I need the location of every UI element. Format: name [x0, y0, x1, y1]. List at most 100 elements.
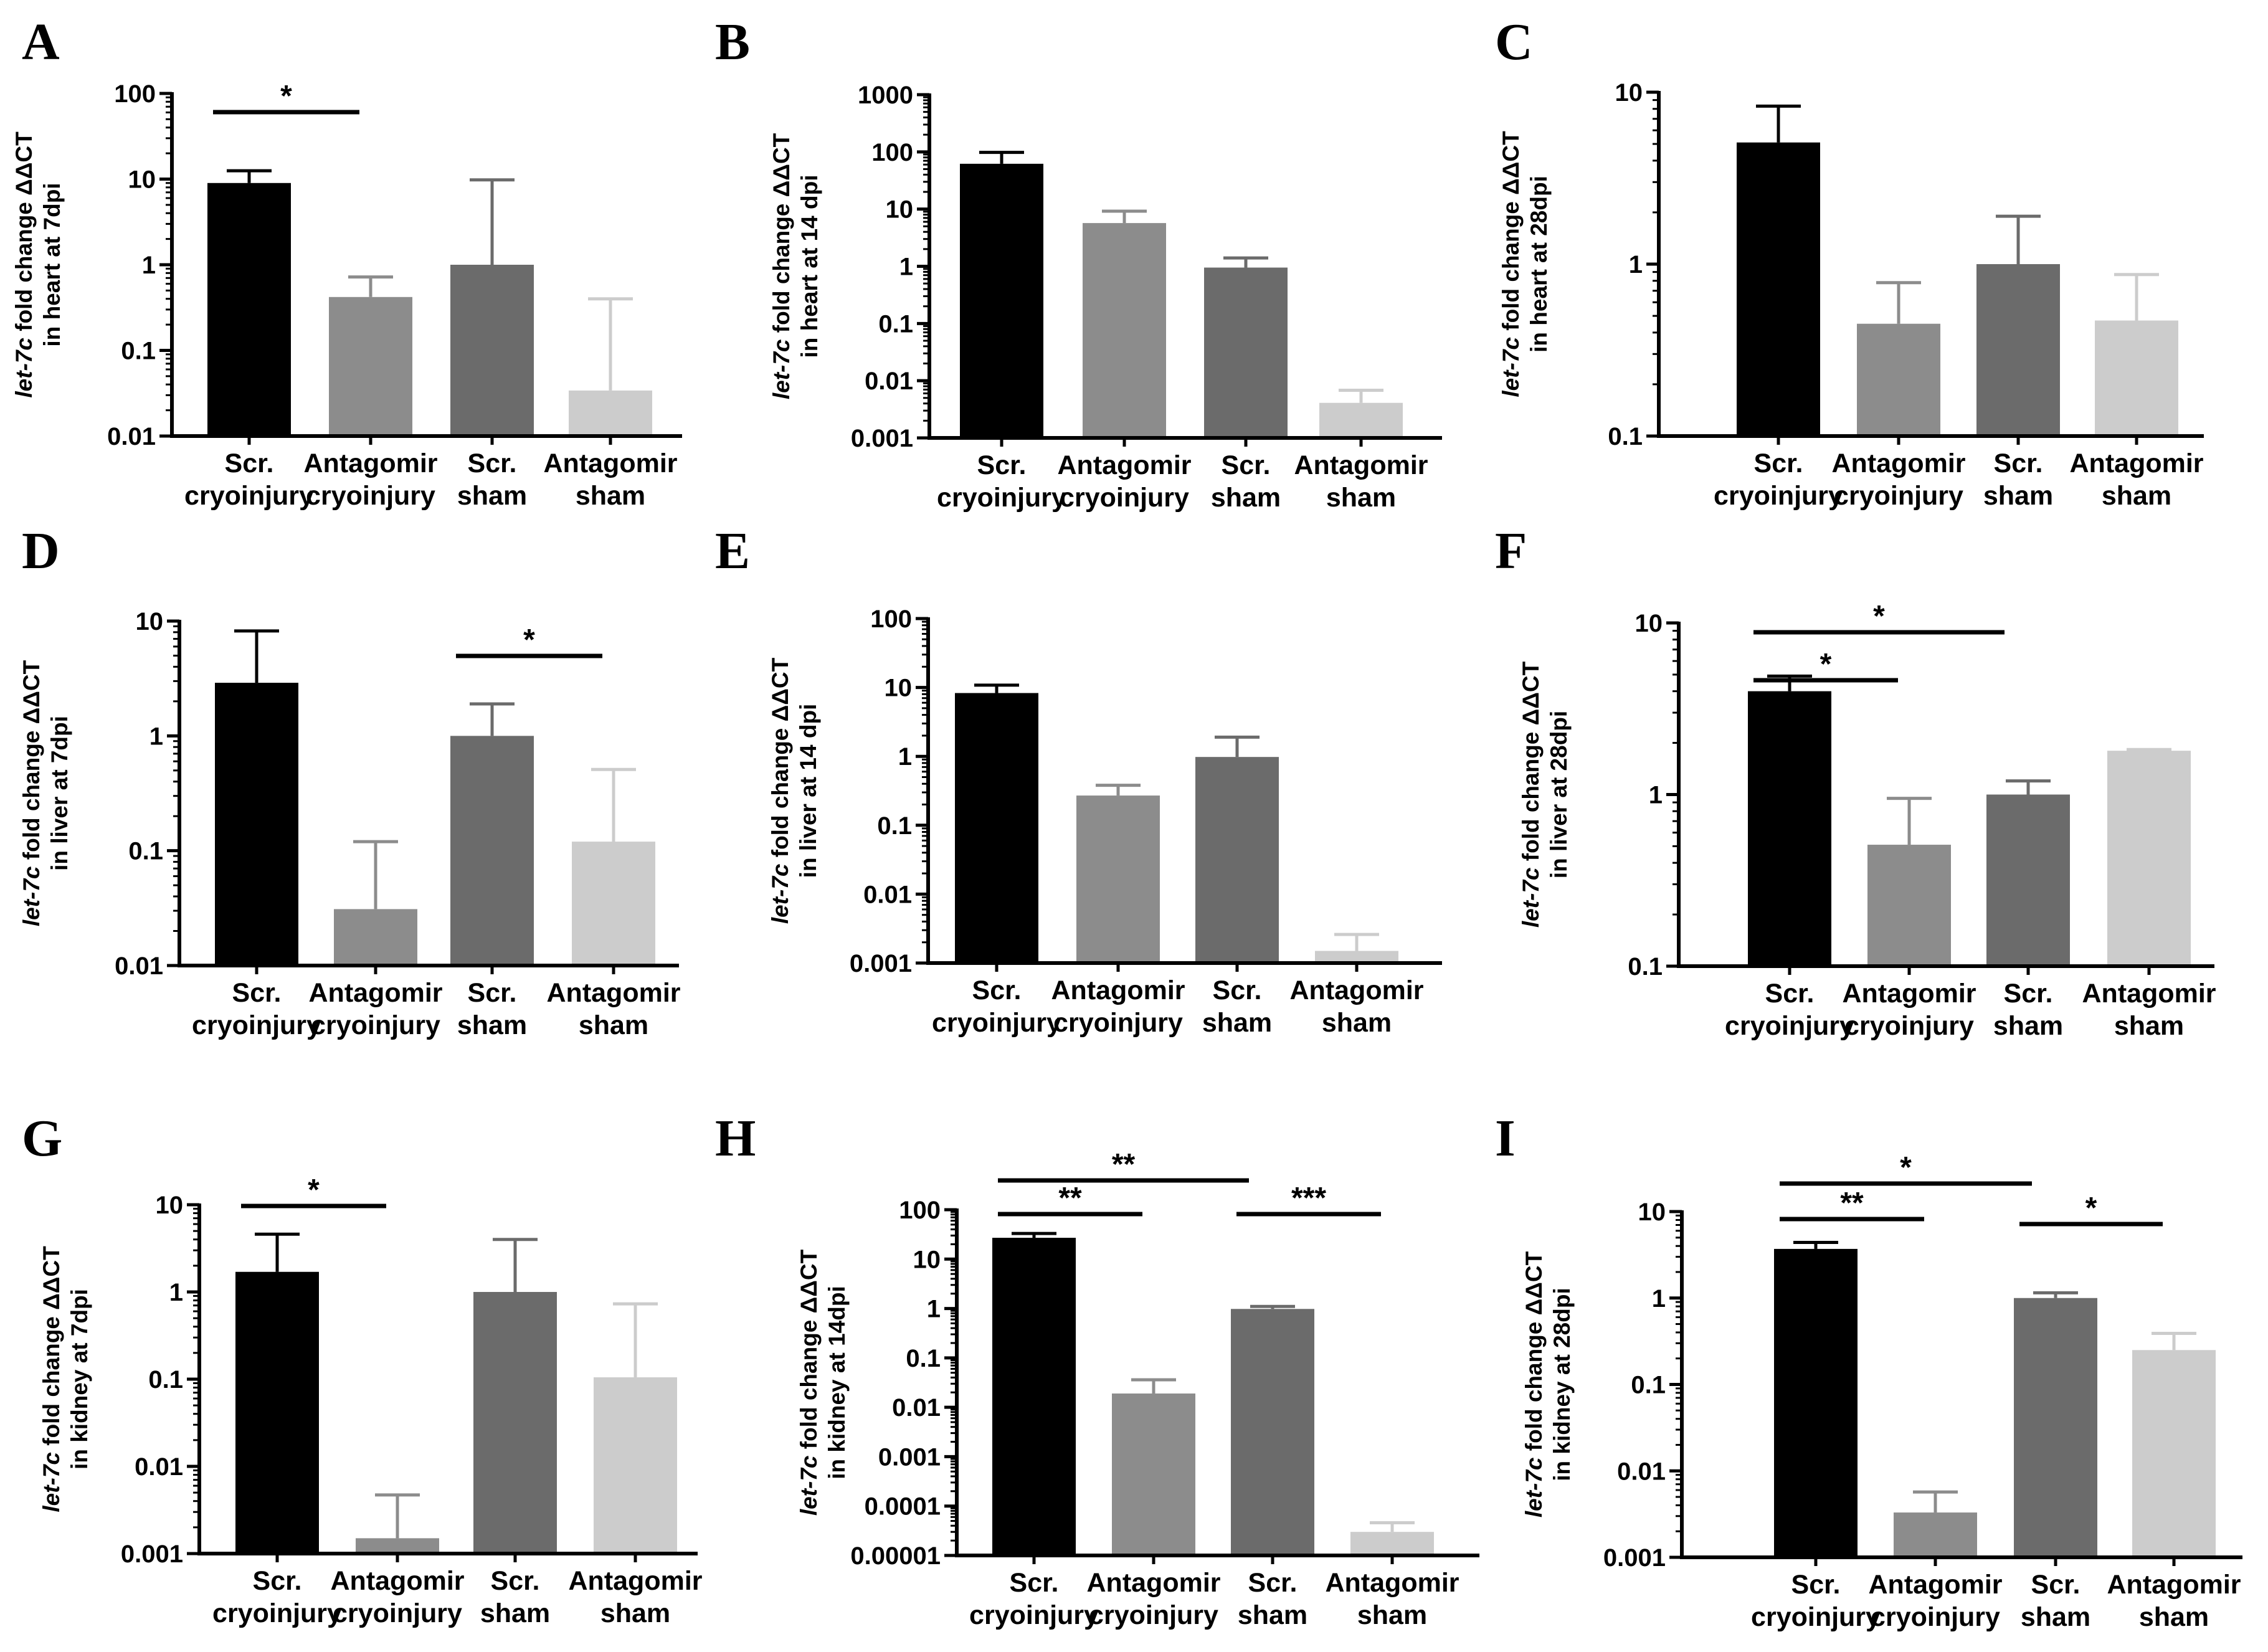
y-tick-label: 10	[1635, 610, 1663, 637]
y-tick-label: 1	[142, 252, 156, 279]
bar	[1083, 223, 1166, 438]
panel-d: D0.010.1110Scr.cryoinjuryAntagomircryoin…	[19, 522, 681, 1040]
category-label: sham	[2114, 1011, 2184, 1041]
y-axis-label: let-7c fold change ΔΔCT	[19, 660, 44, 926]
bar	[450, 265, 534, 436]
significance-label: **	[1058, 1182, 1082, 1215]
category-label: sham	[2021, 1602, 2090, 1632]
y-tick-label: 0.01	[107, 423, 156, 450]
y-axis-label: let-7c fold change ΔΔCT	[1521, 1251, 1547, 1517]
bar	[1774, 1248, 1858, 1557]
category-label: Antagomir	[544, 449, 678, 478]
category-label: Scr.	[232, 978, 282, 1008]
bar	[2095, 320, 2178, 436]
category-label: Scr.	[1222, 450, 1271, 480]
y-axis-label-text: fold change ΔΔCT	[1498, 131, 1524, 337]
y-axis-label: let-7c fold change ΔΔCT	[39, 1246, 64, 1512]
bar	[955, 693, 1038, 963]
y-tick-label: 0.1	[878, 310, 913, 338]
category-label: sham	[576, 481, 645, 511]
panel-b: B0.0010.010.11101001000Scr.cryoinjuryAnt…	[715, 13, 1442, 513]
category-label: Antagomir	[547, 978, 681, 1008]
y-axis-label-text: fold change ΔΔCT	[796, 1249, 822, 1455]
y-axis-label-text: fold change ΔΔCT	[11, 131, 37, 338]
category-label: sham	[2139, 1602, 2209, 1632]
y-axis-label: let-7c fold change ΔΔCT	[767, 657, 793, 924]
panel-g: G0.0010.010.1110Scr.cryoinjuryAntagomirc…	[22, 1109, 703, 1628]
category-label: Scr.	[1010, 1568, 1059, 1598]
category-label: Scr.	[253, 1566, 302, 1596]
category-label: cryoinjury	[1053, 1008, 1183, 1038]
panel-letter: C	[1495, 13, 1533, 71]
y-tick-label: 0.1	[1631, 1372, 1666, 1399]
category-label: sham	[1357, 1600, 1427, 1630]
significance-label: *	[1873, 600, 1885, 633]
y-tick-label: 100	[871, 139, 913, 166]
category-label: cryoinjury	[1725, 1011, 1854, 1041]
significance-label: **	[1112, 1148, 1136, 1181]
category-label: Antagomir	[2070, 449, 2204, 478]
y-tick-label: 10	[156, 1192, 184, 1219]
bar	[1315, 951, 1398, 963]
y-tick-label: 1	[927, 1296, 941, 1323]
significance-label: ***	[1291, 1182, 1326, 1215]
y-tick-label: 0.1	[121, 338, 156, 365]
category-label: Scr.	[972, 976, 1022, 1005]
bar	[215, 683, 298, 966]
bar	[450, 736, 534, 966]
y-tick-label: 0.01	[135, 1453, 183, 1481]
category-label: Scr.	[1754, 449, 1803, 478]
bar	[334, 909, 417, 966]
y-tick-label: 1	[898, 743, 912, 771]
category-label: Antagomir	[309, 978, 443, 1008]
y-axis-label-text: fold change ΔΔCT	[1521, 1251, 1547, 1457]
y-axis-label-line2: in kidney at 14dpi	[824, 1286, 850, 1479]
category-label: Scr.	[468, 978, 517, 1008]
panel-letter: I	[1495, 1109, 1516, 1167]
y-tick-label: 0.01	[865, 368, 913, 395]
category-label: cryoinjury	[1089, 1600, 1218, 1630]
y-tick-label: 100	[114, 80, 156, 108]
category-label: cryoinjury	[311, 1010, 440, 1040]
category-label: cryoinjury	[932, 1008, 1061, 1038]
category-label: sham	[1983, 481, 2053, 511]
category-label: cryoinjury	[333, 1598, 462, 1628]
y-tick-label: 0.1	[148, 1366, 183, 1393]
bar	[235, 1271, 319, 1554]
panel-letter: H	[715, 1109, 756, 1167]
bar	[1204, 267, 1288, 438]
y-axis-label-line2: in heart at 14 dpi	[797, 174, 822, 358]
y-axis-label-text: fold change ΔΔCT	[39, 1246, 64, 1452]
y-tick-label: 0.001	[878, 1443, 941, 1471]
y-tick-label: 1	[1629, 251, 1643, 278]
y-tick-label: 0.00001	[850, 1542, 941, 1570]
category-label: sham	[1238, 1600, 1307, 1630]
category-label: cryoinjury	[184, 481, 314, 511]
category-label: Antagomir	[1832, 449, 1966, 478]
y-tick-label: 10	[1615, 79, 1643, 107]
y-axis-label-line2: in kidney at 7dpi	[67, 1289, 92, 1469]
panel-c: C 0.1 1 10 Scr. cryoinjury Antagomir cryoinjury…	[1495, 13, 2204, 511]
panel-e: E 0.001 0.01 0.1 1 10 100 Scr. cryoinjury Antagom…	[715, 522, 1442, 1038]
y-axis-label-gene: let-7c	[1518, 867, 1544, 928]
category-label: cryoinjury	[1871, 1602, 2000, 1632]
category-label: sham	[1322, 1008, 1392, 1038]
y-axis-label: let-7c fold change ΔΔCT	[1498, 131, 1524, 397]
category-label: sham	[2102, 481, 2171, 511]
y-axis-label-gene: let-7c	[19, 866, 44, 926]
y-axis-label-line2: in heart at 7dpi	[39, 183, 65, 346]
y-axis-label-gene: let-7c	[767, 863, 793, 924]
category-label: cryoinjury	[212, 1598, 342, 1628]
category-label: sham	[600, 1598, 670, 1628]
significance-label: *	[1820, 648, 1832, 681]
category-label: Antagomir	[1843, 979, 1976, 1009]
category-label: cryoinjury	[306, 481, 435, 511]
bar	[1986, 794, 2070, 966]
category-label: Scr.	[1994, 449, 2043, 478]
category-label: Scr.	[1765, 979, 1815, 1009]
panel-letter: D	[22, 522, 60, 580]
y-tick-label: 0.1	[906, 1345, 941, 1372]
bar	[960, 163, 1043, 438]
y-tick-label: 0.1	[128, 838, 163, 865]
category-label: sham	[1326, 483, 1396, 513]
